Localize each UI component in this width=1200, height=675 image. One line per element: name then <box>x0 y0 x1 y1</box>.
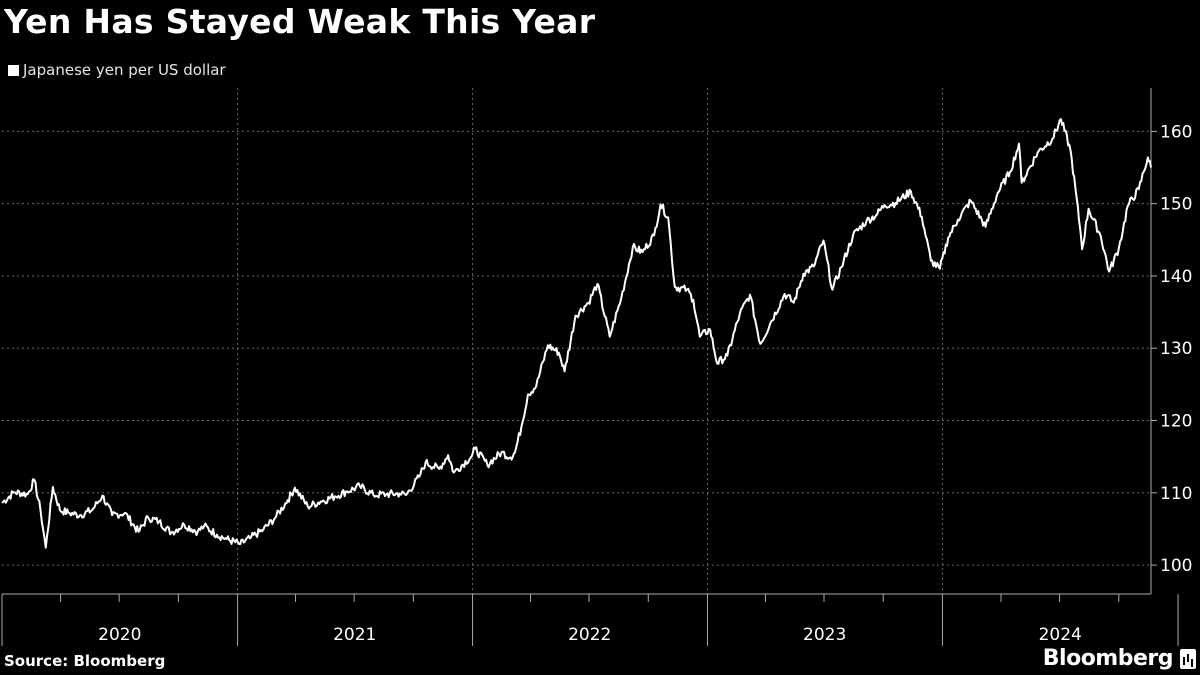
grid-layer <box>2 88 1151 594</box>
x-tick-label-2024: 2024 <box>1039 625 1082 645</box>
legend: Japanese yen per US dollar <box>8 61 226 79</box>
x-tick-label-2021: 2021 <box>333 625 376 645</box>
y-tick-label-130: 130 <box>1160 339 1192 359</box>
y-tick-label-140: 140 <box>1160 267 1192 287</box>
y-tick-label-160: 160 <box>1160 122 1192 142</box>
series-layer <box>1 118 1152 549</box>
brand-text: Bloomberg <box>1042 646 1174 671</box>
x-tick-label-2020: 2020 <box>98 625 141 645</box>
bloomberg-chart-icon <box>1180 648 1196 669</box>
y-tick-label-150: 150 <box>1160 195 1192 215</box>
legend-label: Japanese yen per US dollar <box>23 61 226 79</box>
series-line-0 <box>1 118 1152 549</box>
chart-title: Yen Has Stayed Weak This Year <box>4 2 596 41</box>
y-tick-label-120: 120 <box>1160 412 1192 432</box>
y-tick-label-110: 110 <box>1160 484 1192 504</box>
axis-layer: 100 110 120 130 140 150 160 2020 2021 2022 2023 202… <box>1 88 1192 646</box>
x-tick-label-2023: 2023 <box>803 625 846 645</box>
source-note: Source: Bloomberg <box>4 652 166 670</box>
legend-swatch <box>8 64 19 76</box>
y-tick-label-100: 100 <box>1160 556 1192 576</box>
bloomberg-logo: Bloomberg <box>1043 646 1196 671</box>
x-tick-label-2022: 2022 <box>568 625 611 645</box>
